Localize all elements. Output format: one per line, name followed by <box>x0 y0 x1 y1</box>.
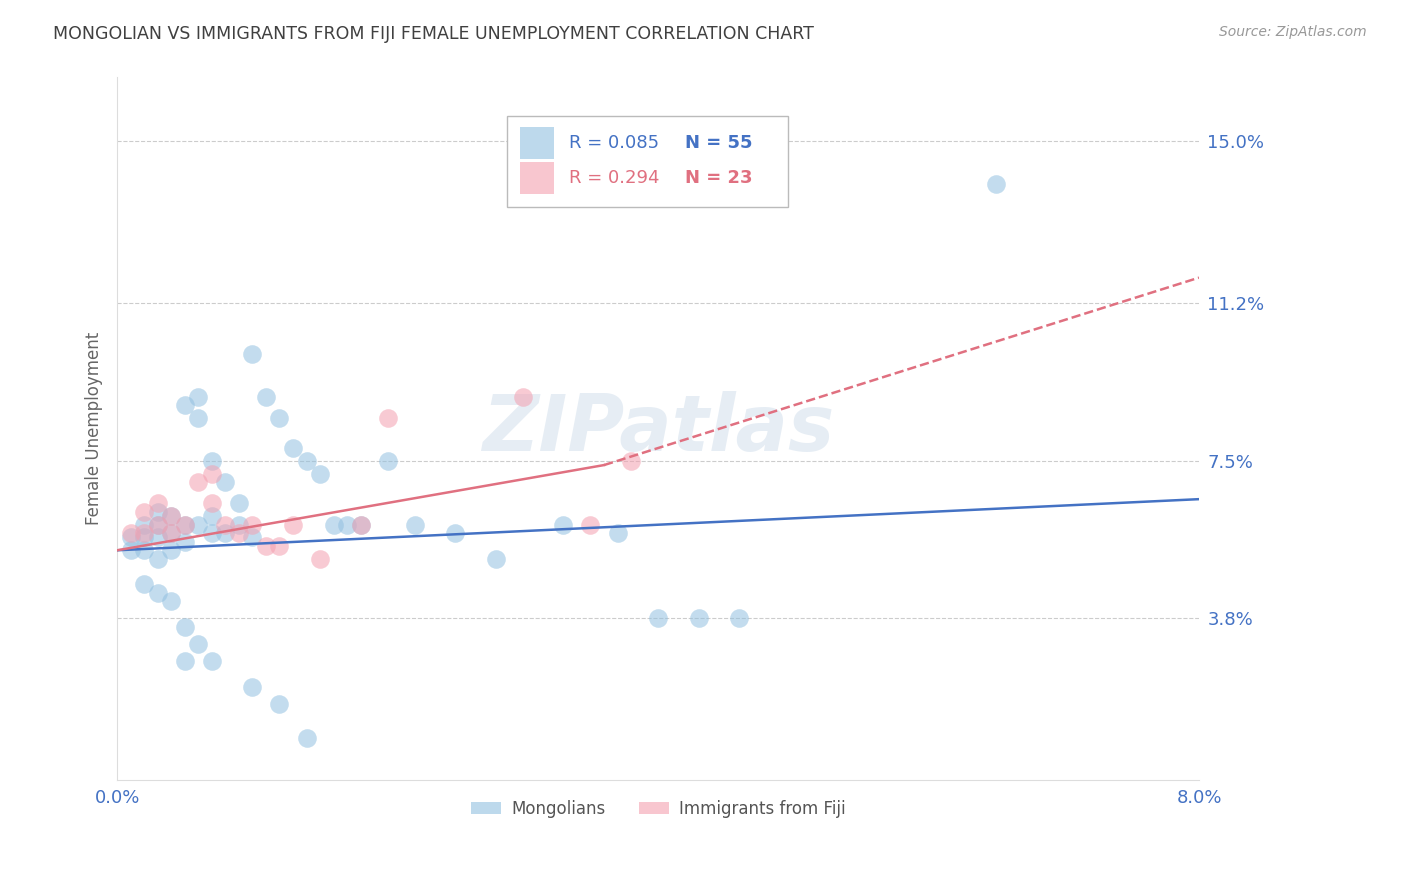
Point <box>647 611 669 625</box>
Point <box>349 517 371 532</box>
Point <box>187 517 209 532</box>
Point <box>146 531 169 545</box>
Point <box>201 454 224 468</box>
Point <box>134 505 156 519</box>
Point <box>336 517 359 532</box>
Point <box>120 526 142 541</box>
Point <box>254 390 277 404</box>
Point <box>242 517 264 532</box>
Point <box>201 496 224 510</box>
Point <box>146 517 169 532</box>
Text: N = 23: N = 23 <box>685 169 752 187</box>
Point <box>228 496 250 510</box>
Point <box>173 399 195 413</box>
Point <box>269 697 291 711</box>
Point <box>134 517 156 532</box>
Point <box>201 654 224 668</box>
Text: R = 0.294: R = 0.294 <box>569 169 659 187</box>
Point <box>146 551 169 566</box>
Point <box>444 526 467 541</box>
Point <box>228 526 250 541</box>
Point <box>269 539 291 553</box>
Point <box>134 531 156 545</box>
Point <box>620 454 643 468</box>
Point <box>309 551 332 566</box>
Point <box>512 390 534 404</box>
Point <box>242 531 264 545</box>
Point <box>134 577 156 591</box>
Point <box>281 441 304 455</box>
Point <box>295 454 318 468</box>
Point <box>146 505 169 519</box>
Point <box>201 509 224 524</box>
Point <box>242 347 264 361</box>
Point <box>160 526 183 541</box>
FancyBboxPatch shape <box>506 116 787 208</box>
Point <box>146 517 169 532</box>
Point <box>228 517 250 532</box>
Point <box>187 390 209 404</box>
Point <box>173 620 195 634</box>
Point <box>187 475 209 489</box>
Text: MONGOLIAN VS IMMIGRANTS FROM FIJI FEMALE UNEMPLOYMENT CORRELATION CHART: MONGOLIAN VS IMMIGRANTS FROM FIJI FEMALE… <box>53 25 814 43</box>
Point <box>404 517 426 532</box>
Text: N = 55: N = 55 <box>685 134 752 152</box>
Point <box>485 551 508 566</box>
Point <box>120 543 142 558</box>
Point <box>134 526 156 541</box>
Point <box>201 467 224 481</box>
Point <box>173 534 195 549</box>
Point <box>688 611 710 625</box>
Point <box>201 526 224 541</box>
Text: R = 0.085: R = 0.085 <box>569 134 659 152</box>
FancyBboxPatch shape <box>520 127 554 159</box>
Point <box>295 731 318 745</box>
Point <box>187 637 209 651</box>
Point <box>309 467 332 481</box>
Point <box>173 517 195 532</box>
Point <box>553 517 575 532</box>
Point <box>281 517 304 532</box>
Point <box>579 517 602 532</box>
Point <box>349 517 371 532</box>
Point <box>173 654 195 668</box>
Point <box>728 611 751 625</box>
Point <box>254 539 277 553</box>
Point <box>160 509 183 524</box>
Point <box>214 475 236 489</box>
Point <box>173 517 195 532</box>
Y-axis label: Female Unemployment: Female Unemployment <box>86 332 103 525</box>
Point <box>134 543 156 558</box>
Point <box>187 411 209 425</box>
Point <box>377 411 399 425</box>
Point <box>986 177 1008 191</box>
Point <box>214 517 236 532</box>
Point <box>160 594 183 608</box>
Point <box>120 531 142 545</box>
Point <box>322 517 344 532</box>
Point <box>146 586 169 600</box>
Point <box>214 526 236 541</box>
Point <box>160 509 183 524</box>
Legend: Mongolians, Immigrants from Fiji: Mongolians, Immigrants from Fiji <box>464 793 852 825</box>
Point <box>242 680 264 694</box>
Point <box>146 496 169 510</box>
Point <box>377 454 399 468</box>
Text: Source: ZipAtlas.com: Source: ZipAtlas.com <box>1219 25 1367 39</box>
Point <box>606 526 628 541</box>
Point <box>160 543 183 558</box>
Point <box>269 411 291 425</box>
FancyBboxPatch shape <box>520 162 554 194</box>
Text: ZIPatlas: ZIPatlas <box>482 391 834 467</box>
Point <box>160 526 183 541</box>
